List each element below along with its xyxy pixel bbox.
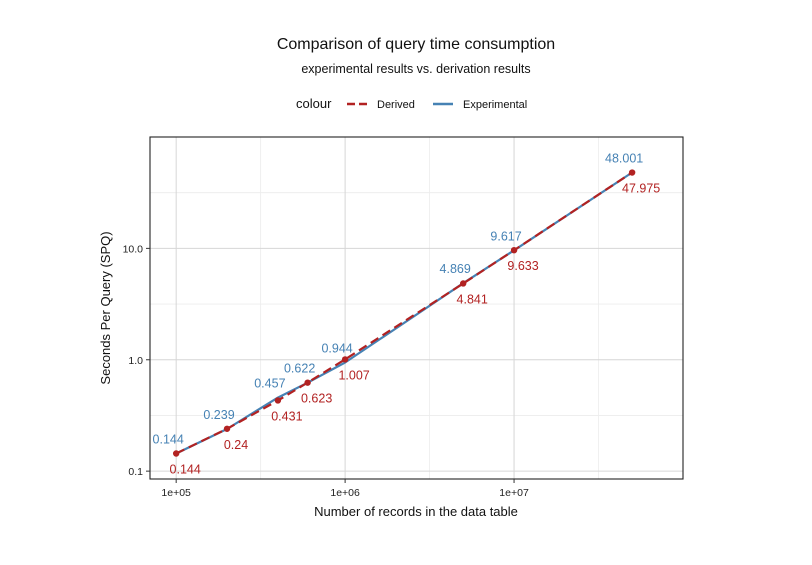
y-tick-label: 1.0 xyxy=(128,355,143,367)
data-point-derived xyxy=(628,169,636,176)
legend-title: colour xyxy=(296,96,332,111)
data-label-experimental: 9.617 xyxy=(490,229,521,243)
x-tick-label: 1e+07 xyxy=(499,487,529,499)
plot-panel xyxy=(149,136,684,480)
data-label-derived: 4.841 xyxy=(457,292,488,306)
y-tick-label: 0.1 xyxy=(128,466,143,478)
data-label-experimental: 0.944 xyxy=(321,342,352,356)
data-label-derived: 9.633 xyxy=(507,259,538,273)
data-point-derived xyxy=(304,379,311,386)
data-point-derived xyxy=(459,280,467,287)
x-tick-label: 1e+05 xyxy=(161,487,191,499)
data-point-derived xyxy=(223,425,231,432)
data-label-experimental: 0.622 xyxy=(284,362,315,376)
legend-label-derived: Derived xyxy=(377,99,415,111)
x-axis-title: Number of records in the data table xyxy=(314,504,518,519)
y-axis-title: Seconds Per Query (SPQ) xyxy=(98,231,113,384)
data-label-derived: 1.007 xyxy=(338,368,369,382)
data-label-experimental: 0.239 xyxy=(203,408,234,422)
chart-title: Comparison of query time consumption xyxy=(277,36,555,53)
data-label-experimental: 4.869 xyxy=(440,262,471,276)
data-label-derived: 0.144 xyxy=(170,463,201,477)
data-point-derived xyxy=(172,450,180,457)
x-tick-label: 1e+06 xyxy=(330,487,360,499)
data-label-experimental: 0.457 xyxy=(254,377,285,391)
series-line-derived xyxy=(175,171,633,455)
data-point-derived xyxy=(341,356,349,363)
legend: colour Derived Experimental xyxy=(296,96,527,111)
data-label-derived: 0.623 xyxy=(301,392,332,406)
series-line-experimental xyxy=(175,171,633,455)
y-tick-label: 10.0 xyxy=(123,243,144,255)
chart-subtitle: experimental results vs. derivation resu… xyxy=(301,62,530,76)
data-point-derived xyxy=(274,397,282,404)
data-label-derived: 47.975 xyxy=(622,182,660,196)
series-layer xyxy=(172,169,636,457)
data-label-derived: 0.24 xyxy=(224,438,248,452)
legend-label-experimental: Experimental xyxy=(463,99,527,111)
data-label-derived: 0.431 xyxy=(271,409,302,423)
axis-ticks: 1e+05 1e+06 1e+07 0.1 1.0 10.0 xyxy=(123,243,529,499)
gridlines xyxy=(150,137,683,479)
data-label-experimental: 0.144 xyxy=(153,433,184,447)
data-label-experimental: 48.001 xyxy=(605,152,643,166)
data-point-derived xyxy=(510,246,518,254)
